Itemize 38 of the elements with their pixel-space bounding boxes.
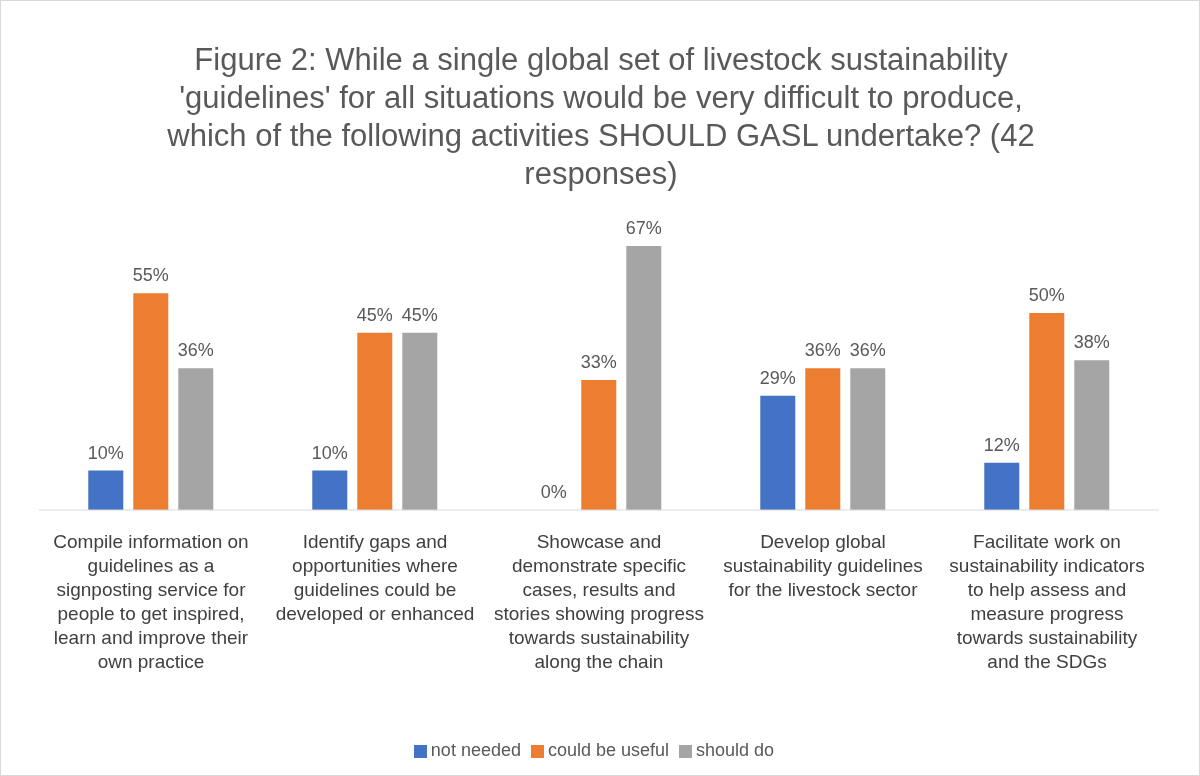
- data-label: 29%: [759, 367, 796, 388]
- x-tick-label: Develop global sustainability guidelines for the livestock sector: [723, 531, 923, 600]
- data-label: 38%: [1073, 332, 1110, 353]
- x-tick-label: Showcase and demonstrate specific cases, results and stories showing progress towards sustainability along the chain: [493, 531, 705, 672]
- data-label: 12%: [983, 434, 1020, 455]
- bar: [133, 293, 169, 510]
- data-label: 10%: [87, 442, 124, 463]
- data-label: 33%: [580, 351, 617, 372]
- x-tick-label: Facilitate work on sustainability indicators to help assess and measure progress towards sustainability and the SDGs: [949, 531, 1145, 672]
- bar: [357, 332, 393, 510]
- bar: [88, 470, 124, 510]
- x-tick-label: Identify gaps and opportunities where guidelines could be developed or enhanced: [275, 531, 475, 624]
- bar: [984, 462, 1020, 510]
- x-tick-label: Compile information on guidelines as a signposting service for people to get inspired, learn and improve their own practice: [53, 531, 249, 672]
- data-label: 55%: [132, 265, 169, 286]
- bar: [1074, 360, 1110, 510]
- bar: [312, 470, 348, 510]
- bar: [178, 368, 214, 510]
- data-label: 36%: [804, 340, 841, 361]
- data-label: 45%: [356, 304, 393, 325]
- legend-label: should do: [696, 740, 775, 760]
- bar: [805, 368, 841, 510]
- legend-label: not needed: [430, 740, 521, 760]
- legend-label: could be useful: [547, 740, 670, 760]
- data-label: 50%: [1028, 284, 1065, 305]
- chart-title: Figure 2: While a single global set of livestock sustainability 'guidelines' for all situations would be very difficult to produce, which of the following activities SHOULD GASL undertake? (42 responses): [166, 41, 1036, 193]
- data-label: 0%: [540, 481, 567, 502]
- bar: [760, 395, 796, 510]
- bar: [626, 246, 662, 510]
- data-label: 10%: [311, 442, 348, 463]
- data-label: 36%: [177, 340, 214, 361]
- bar: [402, 332, 438, 510]
- bar: [1029, 312, 1065, 510]
- data-label: 45%: [401, 304, 438, 325]
- bar: [850, 368, 886, 510]
- data-label: 67%: [625, 218, 662, 238]
- data-label: 36%: [849, 340, 886, 361]
- bar: [581, 379, 617, 510]
